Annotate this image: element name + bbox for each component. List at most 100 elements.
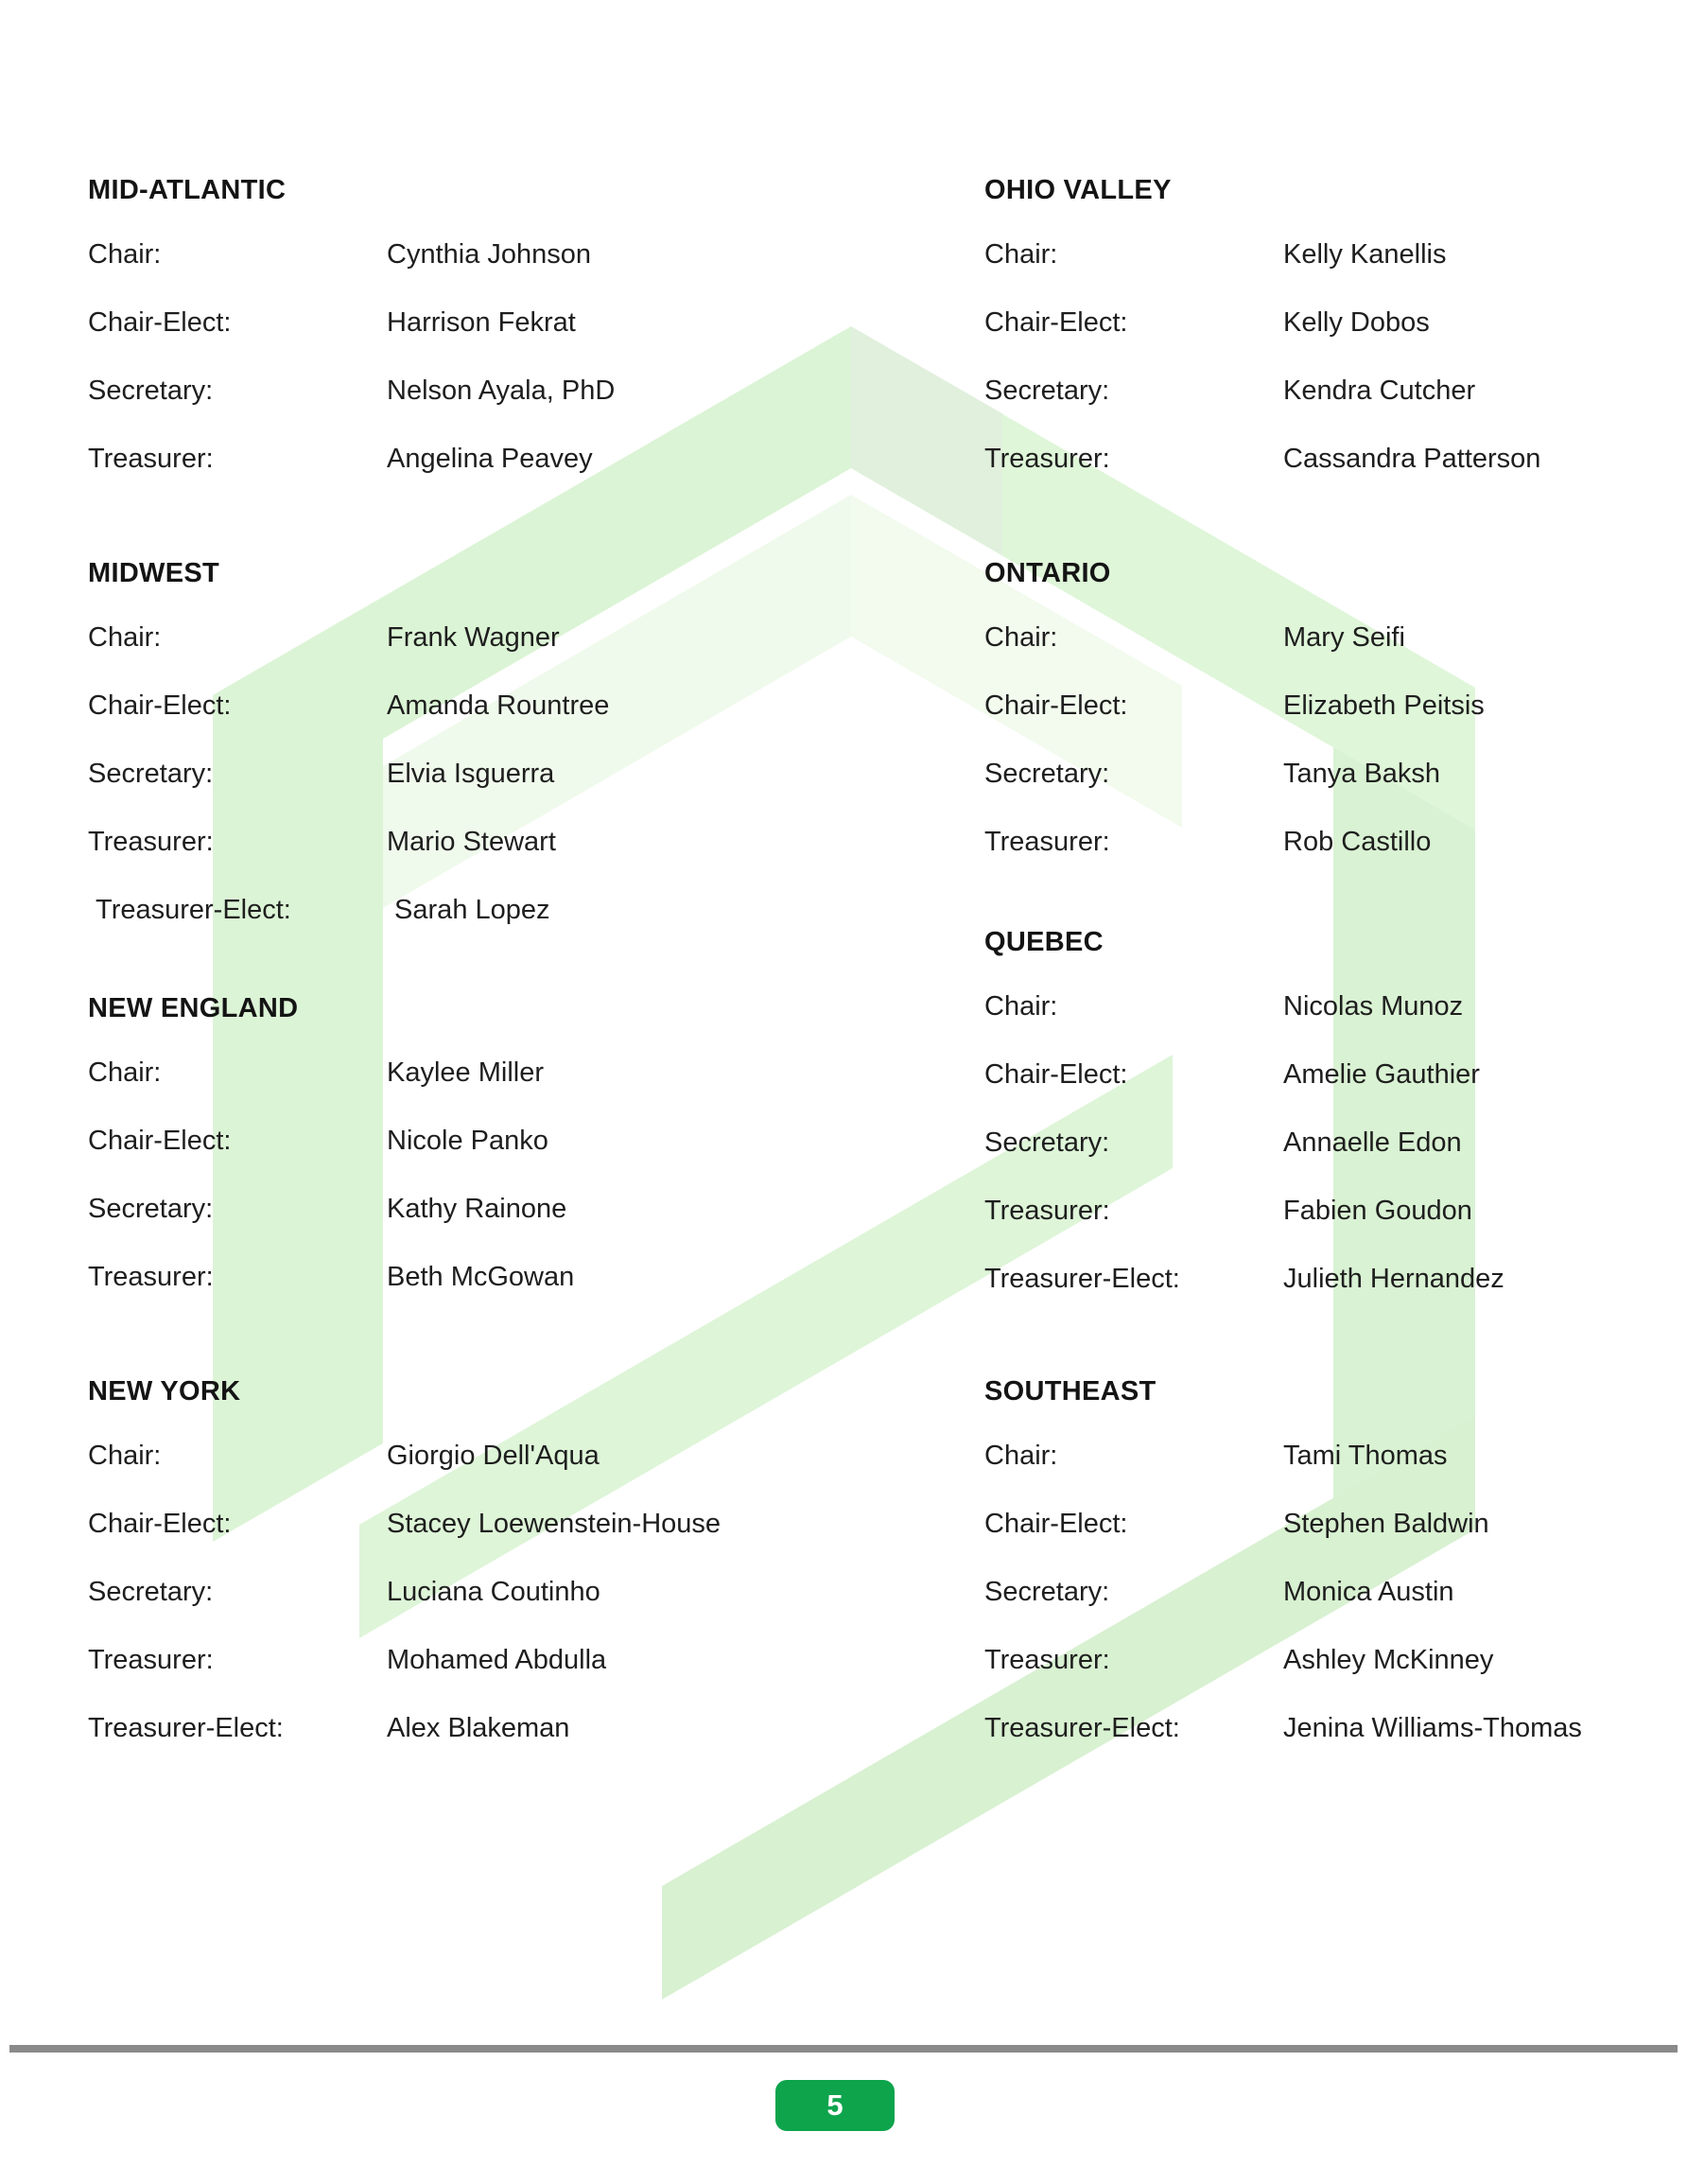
section-title: SOUTHEAST	[984, 1376, 1157, 1406]
officer-row: Secretary: Nelson Ayala, PhD	[88, 374, 901, 442]
officer-row: Treasurer-Elect: Julieth Hernandez	[984, 1262, 1684, 1330]
officer-role-label: Chair-Elect:	[88, 307, 232, 338]
officer-role-label: Chair:	[88, 622, 162, 653]
officer-row: Secretary: Tanya Baksh	[984, 757, 1684, 825]
officer-role-label: Treasurer:	[984, 1645, 1110, 1675]
officer-role-label: Chair-Elect:	[88, 690, 232, 721]
officer-role-label: Chair-Elect:	[984, 690, 1128, 721]
officer-row: Chair: Cynthia Johnson	[88, 237, 901, 306]
officer-row: Treasurer-Elect: Sarah Lopez	[88, 893, 901, 961]
officer-row: Chair: Kaylee Miller	[88, 1056, 901, 1124]
officer-row: Secretary: Luciana Coutinho	[88, 1575, 901, 1643]
officer-name: Annaelle Edon	[1283, 1127, 1462, 1158]
officer-row: Treasurer: Mario Stewart	[88, 825, 901, 893]
officer-row: Treasurer: Rob Castillo	[984, 825, 1684, 893]
officer-name: Stephen Baldwin	[1283, 1509, 1489, 1539]
officer-row: Chair: Mary Seifi	[984, 620, 1684, 689]
officer-role-label: Treasurer:	[984, 827, 1110, 857]
officer-role-label: Treasurer-Elect:	[984, 1713, 1180, 1743]
officer-row: Treasurer: Beth McGowan	[88, 1260, 901, 1328]
officer-row: Chair: Nicolas Munoz	[984, 989, 1684, 1057]
officer-row: Chair-Elect: Harrison Fekrat	[88, 306, 901, 374]
officer-role-label: Chair-Elect:	[984, 1059, 1128, 1090]
section-title: ONTARIO	[984, 558, 1111, 588]
officer-role-label: Chair:	[984, 622, 1058, 653]
officer-name: Giorgio Dell'Aqua	[387, 1441, 600, 1471]
officer-name: Kendra Cutcher	[1283, 376, 1476, 406]
officer-name: Alex Blakeman	[387, 1713, 570, 1743]
officer-role-label: Treasurer:	[88, 444, 214, 474]
officer-name: Rob Castillo	[1283, 827, 1432, 857]
officer-name: Amanda Rountree	[387, 690, 610, 721]
section-title: QUEBEC	[984, 927, 1104, 957]
officer-row: Secretary: Kathy Rainone	[88, 1192, 901, 1260]
officer-role-label: Treasurer-Elect:	[984, 1264, 1180, 1294]
officer-role-label: Secretary:	[984, 376, 1110, 406]
officer-name: Cynthia Johnson	[387, 239, 592, 270]
officer-role-label: Treasurer-Elect:	[88, 895, 291, 925]
section-new-york: NEW YORK Chair: Giorgio Dell'Aqua Chair-…	[88, 1376, 901, 1779]
officer-role-label: Chair:	[984, 1441, 1058, 1471]
officer-role-label: Chair:	[88, 1057, 162, 1088]
officer-row: Secretary: Annaelle Edon	[984, 1126, 1684, 1194]
section-mid-atlantic: MID-ATLANTIC Chair: Cynthia Johnson Chai…	[88, 175, 901, 510]
officer-row: Chair-Elect: Kelly Dobos	[984, 306, 1684, 374]
officer-name: Kathy Rainone	[387, 1194, 567, 1224]
officer-row: Treasurer-Elect: Jenina Williams-Thomas	[984, 1711, 1684, 1779]
officer-role-label: Chair-Elect:	[984, 307, 1128, 338]
officer-row: Treasurer: Cassandra Patterson	[984, 442, 1684, 510]
officer-name: Beth McGowan	[387, 1262, 575, 1292]
officer-row: Treasurer: Ashley McKinney	[984, 1643, 1684, 1711]
officer-role-label: Treasurer:	[984, 444, 1110, 474]
officer-name: Harrison Fekrat	[387, 307, 576, 338]
officer-role-label: Chair-Elect:	[88, 1509, 232, 1539]
officer-role-label: Secretary:	[984, 759, 1110, 789]
officer-name: Elvia Isguerra	[387, 759, 555, 789]
officer-role-label: Treasurer:	[88, 827, 214, 857]
officer-name: Mary Seifi	[1283, 622, 1405, 653]
officer-name: Tami Thomas	[1283, 1441, 1448, 1471]
officer-name: Kaylee Miller	[387, 1057, 544, 1088]
officer-name: Luciana Coutinho	[387, 1577, 600, 1607]
officer-role-label: Chair:	[984, 239, 1058, 270]
officer-role-label: Chair:	[984, 991, 1058, 1022]
officer-role-label: Secretary:	[984, 1127, 1110, 1158]
section-title: NEW ENGLAND	[88, 993, 299, 1023]
officer-name: Mario Stewart	[387, 827, 556, 857]
officer-name: Kelly Kanellis	[1283, 239, 1447, 270]
section-title: MID-ATLANTIC	[88, 175, 287, 205]
officer-role-label: Secretary:	[88, 1577, 214, 1607]
page-number: 5	[826, 2088, 844, 2122]
section-ohio-valley: OHIO VALLEY Chair: Kelly Kanellis Chair-…	[984, 175, 1684, 510]
officer-row: Chair-Elect: Stacey Loewenstein-House	[88, 1507, 901, 1575]
officer-row: Treasurer: Mohamed Abdulla	[88, 1643, 901, 1711]
officer-row: Treasurer: Angelina Peavey	[88, 442, 901, 510]
officer-name: Nelson Ayala, PhD	[387, 376, 616, 406]
officer-role-label: Secretary:	[88, 376, 214, 406]
officer-row: Secretary: Elvia Isguerra	[88, 757, 901, 825]
officer-role-label: Chair:	[88, 239, 162, 270]
section-midwest: MIDWEST Chair: Frank Wagner Chair-Elect:…	[88, 558, 901, 961]
officer-role-label: Secretary:	[88, 759, 214, 789]
section-ontario: ONTARIO Chair: Mary Seifi Chair-Elect: E…	[984, 558, 1684, 893]
officer-name: Tanya Baksh	[1283, 759, 1441, 789]
officer-row: Chair: Tami Thomas	[984, 1439, 1684, 1507]
officer-name: Frank Wagner	[387, 622, 560, 653]
section-new-england: NEW ENGLAND Chair: Kaylee Miller Chair-E…	[88, 993, 901, 1328]
officer-role-label: Chair-Elect:	[984, 1509, 1128, 1539]
officer-row: Secretary: Monica Austin	[984, 1575, 1684, 1643]
officer-name: Angelina Peavey	[387, 444, 593, 474]
officer-row: Treasurer: Fabien Goudon	[984, 1194, 1684, 1262]
officer-name: Ashley McKinney	[1283, 1645, 1494, 1675]
officer-role-label: Treasurer-Elect:	[88, 1713, 284, 1743]
officer-name: Amelie Gauthier	[1283, 1059, 1480, 1090]
officer-row: Secretary: Kendra Cutcher	[984, 374, 1684, 442]
officer-name: Monica Austin	[1283, 1577, 1454, 1607]
officer-name: Nicolas Munoz	[1283, 991, 1464, 1022]
officer-row: Chair-Elect: Stephen Baldwin	[984, 1507, 1684, 1575]
officer-row: Chair: Kelly Kanellis	[984, 237, 1684, 306]
officer-role-label: Chair-Elect:	[88, 1126, 232, 1156]
officer-role-label: Treasurer:	[88, 1262, 214, 1292]
